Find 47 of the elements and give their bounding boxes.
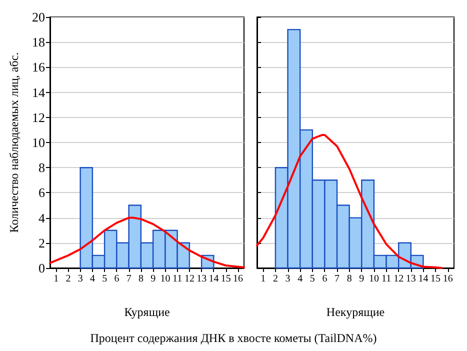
x-tick-label: 4: [298, 274, 303, 284]
y-tick-label: 8: [38, 160, 45, 176]
text: Процент содержания ДНК в хвосте кометы (TailDNA%): [89, 331, 378, 346]
x-tick-label: 6: [114, 274, 120, 284]
x-tick-label: 16: [232, 274, 243, 284]
x-tick-label: 1: [54, 274, 59, 284]
x-tick-label: 3: [285, 274, 290, 284]
y-tick-label: 14: [32, 84, 46, 100]
y-tick-label: 6: [38, 185, 46, 200]
y-tick-label: 18: [32, 34, 45, 50]
y-tick-label: 20: [32, 10, 45, 24]
x-tick-label: 1: [260, 274, 266, 284]
x-tick-label: 16: [442, 274, 453, 284]
x-tick-label: 12: [184, 274, 194, 284]
x-tick-label: 8: [346, 274, 352, 284]
x-tick-label: 9: [359, 274, 364, 284]
x-tick-label: 10: [160, 274, 170, 284]
x-tick-label: 13: [196, 274, 207, 284]
y-tick-label: 2: [38, 235, 45, 250]
x-axis-title: Курящие: [124, 305, 170, 319]
x-tick-label: 15: [430, 274, 441, 284]
x-tick-label: 7: [126, 274, 132, 284]
x-tick-label: 2: [66, 274, 71, 284]
y-tick-label: 16: [32, 60, 46, 75]
y-tick-label: 4: [38, 210, 46, 226]
y-tick-label: 10: [32, 135, 45, 150]
x-tick-label: 11: [172, 274, 182, 284]
y-tick-label: 0: [38, 260, 45, 276]
x-tick-label: 13: [406, 274, 416, 284]
x-tick-label: 3: [78, 274, 83, 284]
x-axis-title: Некурящие: [326, 305, 385, 319]
x-tick-label: 11: [381, 274, 392, 284]
x-tick-label: 6: [322, 274, 328, 284]
x-tick-label: 12: [394, 274, 404, 284]
x-tick-label: 2: [272, 274, 278, 284]
x-tick-label: 8: [138, 274, 144, 284]
x-tick-label: 5: [102, 274, 108, 284]
x-tick-label: 14: [208, 274, 219, 284]
x-tick-label: 15: [220, 274, 231, 284]
y-axis-title: Количество наблюдаемых лиц, абс.: [7, 52, 21, 233]
x-tick-label: 7: [334, 274, 340, 284]
x-tick-label: 14: [418, 274, 428, 284]
x-tick-label: 5: [310, 274, 315, 284]
x-tick-label: 10: [368, 274, 379, 284]
x-tick-label: 9: [150, 274, 156, 284]
x-tick-label: 4: [90, 274, 95, 284]
y-tick-label: 12: [32, 110, 45, 125]
